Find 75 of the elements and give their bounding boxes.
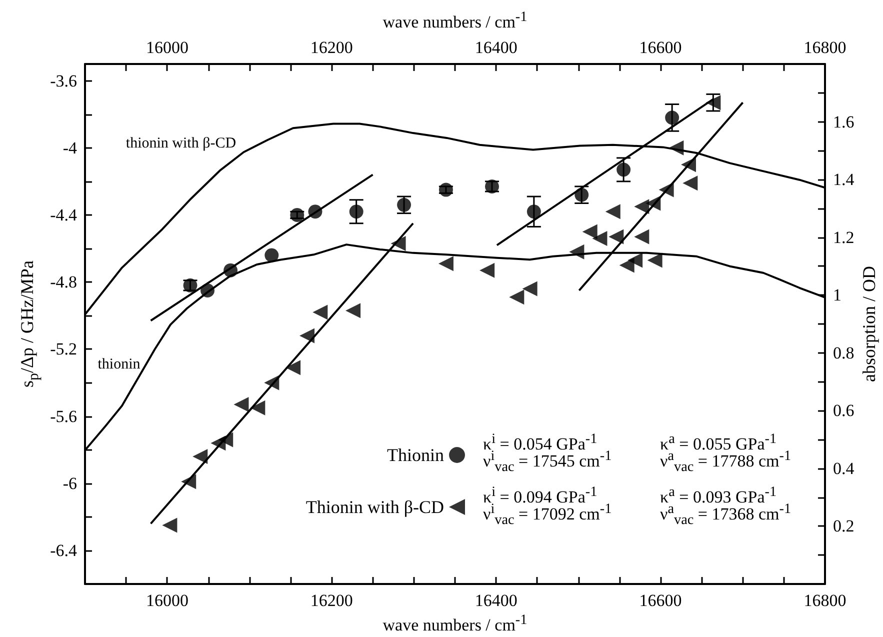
- x-tick-label: 16800: [804, 591, 846, 610]
- x2-tick-label: 16000: [146, 38, 188, 57]
- point: [349, 204, 364, 219]
- point: [592, 230, 608, 246]
- point: [569, 244, 584, 260]
- y2-tick-label: 0.8: [833, 343, 854, 362]
- point: [192, 449, 208, 464]
- point: [605, 204, 620, 220]
- y2-tick-label: 1.6: [833, 112, 854, 132]
- y-tick-label: -5.2: [50, 340, 77, 359]
- point: [346, 303, 361, 318]
- annotation: thionin: [98, 356, 140, 372]
- point: [646, 196, 661, 211]
- x2-tick-label: 16200: [310, 38, 353, 57]
- x-axis-title: wave numbers / cm$^{-1}$: [382, 612, 528, 635]
- y-tick-label: -4.4: [50, 205, 78, 224]
- point: [390, 236, 406, 251]
- annotation: κ$^{a}$ = 0.055 GPa$^{-1}$: [660, 431, 777, 454]
- point: [582, 224, 598, 240]
- y-tick-label: -4: [62, 138, 78, 158]
- x-tick-label: 16200: [310, 591, 353, 610]
- y-tick-label: -6.4: [50, 540, 78, 560]
- point: [509, 290, 524, 305]
- point: [218, 432, 234, 448]
- point: [300, 328, 314, 344]
- point: [286, 360, 301, 376]
- point: [224, 263, 238, 278]
- point: [234, 397, 249, 412]
- annotation: κ$^{a}$ = 0.093 GPa$^{-1}$: [660, 484, 777, 507]
- point: [681, 157, 696, 172]
- y2-tick-label: 1: [833, 286, 842, 305]
- point: [438, 182, 453, 197]
- x-tick-label: 16400: [474, 591, 518, 610]
- y-tick-label: -5.6: [50, 406, 77, 426]
- point: [634, 229, 650, 244]
- point: [162, 518, 178, 533]
- x2-axis-title: wave numbers / cm$^{-1}$: [382, 9, 528, 32]
- point: [312, 304, 328, 320]
- point: [200, 283, 215, 298]
- x2-tick-label: 16600: [639, 38, 682, 57]
- y2-tick-label: 1.2: [833, 228, 854, 247]
- y-tick-label: -6: [62, 474, 77, 493]
- y2-axis-title: absorption / OD: [859, 266, 879, 382]
- point: [526, 204, 541, 219]
- point: [181, 474, 196, 490]
- y2-tick-label: 0.6: [833, 401, 854, 420]
- point: [608, 229, 624, 244]
- point: [290, 208, 304, 222]
- x2-tick-label: 16800: [804, 38, 846, 57]
- point: [634, 199, 650, 214]
- annotation: thionin with β-CD: [126, 136, 236, 152]
- legend-label: Thionin: [387, 445, 444, 465]
- point: [658, 182, 674, 198]
- point: [628, 252, 643, 268]
- x-tick-label: 16600: [639, 591, 682, 610]
- point: [616, 162, 631, 177]
- x2-tick-label: 16400: [474, 38, 518, 57]
- point: [522, 281, 538, 296]
- point: [264, 375, 280, 390]
- y-tick-label: -4.8: [50, 272, 77, 292]
- x-tick-label: 16000: [146, 591, 188, 610]
- point: [647, 252, 662, 268]
- point: [668, 140, 684, 156]
- y2-tick-label: 0.2: [833, 516, 854, 536]
- point: [250, 400, 266, 416]
- y2-tick-label: 1.4: [833, 170, 855, 190]
- y-tick-label: -3.6: [50, 71, 77, 90]
- point: [308, 204, 322, 219]
- point: [264, 248, 279, 262]
- point: [480, 262, 495, 278]
- point: [438, 256, 454, 272]
- point: [682, 176, 698, 191]
- legend-label: Thionin with β-CD: [306, 497, 444, 517]
- point: [665, 110, 680, 125]
- y2-tick-label: 0.4: [833, 458, 855, 478]
